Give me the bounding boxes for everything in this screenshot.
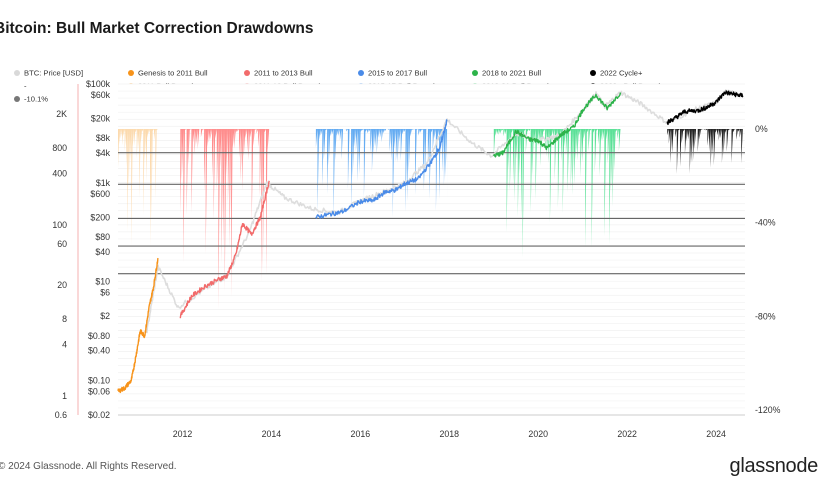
drawdown-area xyxy=(493,129,621,258)
cycle-price-line xyxy=(493,92,622,158)
x-axis-tick: 2018 xyxy=(439,429,459,439)
x-axis-tick: 2024 xyxy=(706,429,726,439)
drawdown-area xyxy=(667,129,743,175)
y-left-price-tick: $2 xyxy=(100,311,110,321)
cycle-price-line xyxy=(179,180,270,319)
y-right-drawdown-tick: 0% xyxy=(755,124,768,134)
legend-label: 2011 to 2013 Bull xyxy=(254,68,313,78)
copyright-footer: © 2024 Glassnode. All Rights Reserved. xyxy=(0,461,177,472)
y-left-outer-tick: 4 xyxy=(62,340,67,350)
y-left-outer-tick: 100 xyxy=(52,220,67,230)
x-axis-tick: 2020 xyxy=(528,429,548,439)
legend-item[interactable]: Genesis to 2011 Bull xyxy=(128,68,208,78)
y-left-price-tick: $4k xyxy=(96,148,111,158)
y-left-price-tick: $80 xyxy=(95,232,110,242)
y-left-price-tick: $6 xyxy=(100,288,110,298)
y-left-outer-tick: 1 xyxy=(62,391,67,401)
y-left-outer-tick: 8 xyxy=(62,314,67,324)
y-left-price-tick: $200 xyxy=(90,212,110,222)
btc-price-line xyxy=(146,89,744,334)
y-left-price-tick: $20k xyxy=(91,114,111,124)
cycle-price-line xyxy=(117,257,159,394)
x-axis-tick: 2022 xyxy=(617,429,637,439)
y-left-outer-tick: 0.6 xyxy=(55,410,67,420)
y-left-price-tick: $40 xyxy=(95,247,110,257)
legend-dot-icon xyxy=(590,70,596,76)
y-left-price-tick: $10 xyxy=(95,277,110,287)
y-left-price-tick: $600 xyxy=(90,189,110,199)
y-left-price-tick: $0.40 xyxy=(88,346,110,356)
legend-dot-icon xyxy=(14,96,20,102)
x-axis-tick: 2014 xyxy=(262,429,282,439)
y-right-drawdown-tick: -40% xyxy=(755,218,776,228)
y-left-price-tick: $60k xyxy=(91,90,111,100)
y-left-price-tick: $100k xyxy=(86,79,111,89)
x-axis-tick: 2016 xyxy=(351,429,371,439)
legend-label: - xyxy=(24,81,27,91)
y-left-price-tick: $8k xyxy=(96,133,111,143)
legend-label: -10.1% xyxy=(24,94,49,104)
drawdown-area xyxy=(315,129,448,218)
legend-dot-icon xyxy=(128,70,134,76)
y-left-outer-tick: 60 xyxy=(57,239,67,249)
legend-label: Genesis to 2011 Bull xyxy=(138,68,208,78)
legend-item[interactable]: 2018 to 2021 Bull xyxy=(472,68,541,78)
y-left-outer-tick: 2K xyxy=(56,109,67,119)
legend-item[interactable]: -10.1% xyxy=(14,94,48,104)
legend-item[interactable]: 2011 to 2013 Bull xyxy=(244,68,313,78)
y-left-price-tick: $1k xyxy=(96,178,111,188)
y-left-outer-tick: 800 xyxy=(52,143,67,153)
legend-dot-icon xyxy=(358,70,364,76)
chart-title: Bitcoin: Bull Market Correction Drawdown… xyxy=(0,20,314,37)
y-left-outer-tick: 20 xyxy=(57,280,67,290)
legend-dot-icon xyxy=(14,83,20,89)
y-left-price-tick: $0.80 xyxy=(88,331,110,341)
legend-item[interactable]: BTC: Price [USD] xyxy=(14,68,83,78)
cycle-price-line xyxy=(315,119,448,219)
y-left-price-tick: $0.02 xyxy=(88,410,110,420)
drawdown-area xyxy=(180,129,270,310)
legend-label: 2022 Cycle+ xyxy=(600,68,643,78)
y-right-drawdown-tick: -80% xyxy=(755,311,776,321)
legend-dot-icon xyxy=(472,70,478,76)
drawdown-area xyxy=(118,129,159,247)
y-left-price-tick: $0.10 xyxy=(88,375,110,385)
legend-dot-icon xyxy=(14,70,20,76)
legend-item[interactable]: 2015 to 2017 Bull xyxy=(358,68,427,78)
legend-item[interactable]: 2022 Cycle+ xyxy=(590,68,642,78)
y-left-outer-tick: 400 xyxy=(52,169,67,179)
y-right-drawdown-tick: -120% xyxy=(755,405,781,415)
brand-logo: glassnode xyxy=(729,455,818,477)
cycle-price-line xyxy=(666,90,744,126)
y-left-price-tick: $0.06 xyxy=(88,386,110,396)
legend-item[interactable]: - xyxy=(14,81,27,91)
legend-dot-icon xyxy=(244,70,250,76)
legend-label: BTC: Price [USD] xyxy=(24,68,84,78)
x-axis-tick: 2012 xyxy=(173,429,193,439)
legend-label: 2018 to 2021 Bull xyxy=(482,68,542,78)
legend-label: 2015 to 2017 Bull xyxy=(368,68,428,78)
